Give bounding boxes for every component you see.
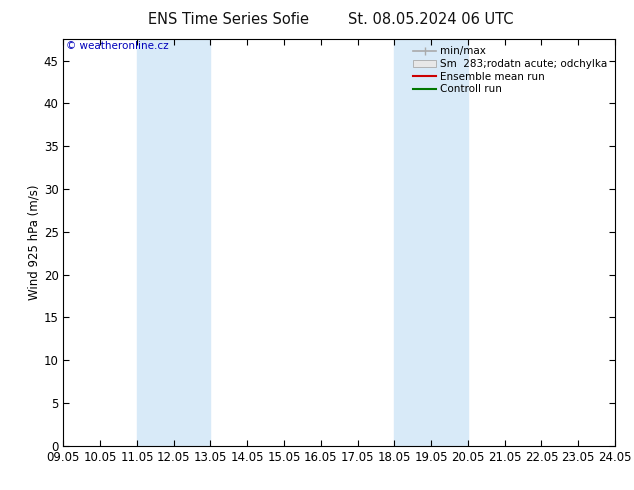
Bar	[394, 39, 468, 446]
Text: © weatheronline.cz: © weatheronline.cz	[66, 41, 169, 51]
Bar	[137, 39, 210, 446]
Text: ENS Time Series Sofie: ENS Time Series Sofie	[148, 12, 309, 27]
Y-axis label: Wind 925 hPa (m/s): Wind 925 hPa (m/s)	[28, 185, 41, 300]
Legend: min/max, Sm  283;rodatn acute; odchylka, Ensemble mean run, Controll run: min/max, Sm 283;rodatn acute; odchylka, …	[411, 45, 610, 97]
Text: St. 08.05.2024 06 UTC: St. 08.05.2024 06 UTC	[348, 12, 514, 27]
